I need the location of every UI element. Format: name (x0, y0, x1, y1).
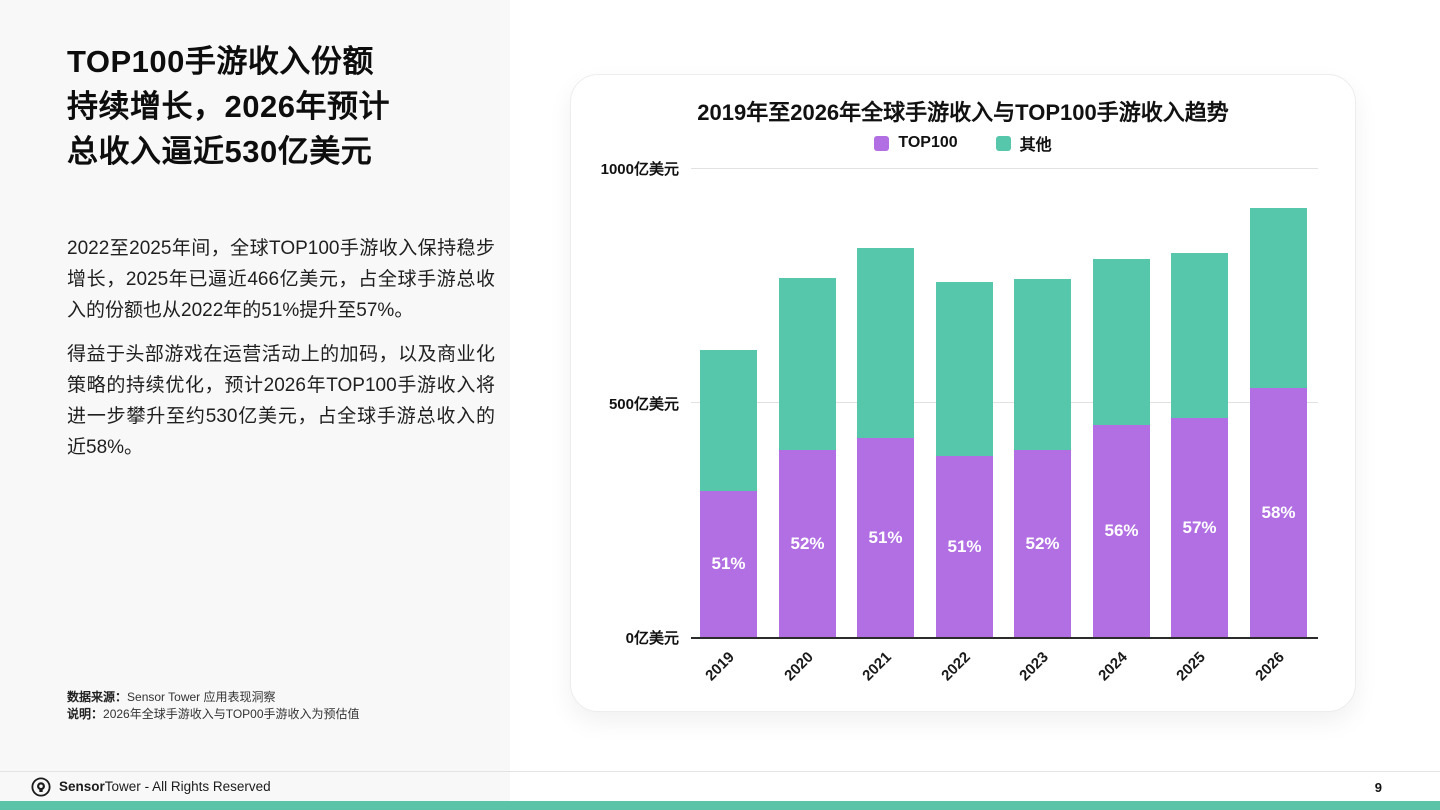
bar-segment-other (857, 248, 914, 438)
bar-segment-top100: 51% (857, 438, 914, 637)
brand-lockup: SensorTower - All Rights Reserved (30, 776, 271, 798)
x-axis-tick-label: 2020 (781, 648, 817, 685)
bar-segment-top100: 51% (700, 491, 757, 637)
stacked-bar-2025: 57% (1171, 253, 1228, 637)
rights-text: - All Rights Reserved (144, 779, 271, 794)
stacked-bar-2019: 51% (700, 350, 757, 637)
x-axis-line (691, 637, 1318, 639)
bar-segment-top100: 51% (936, 456, 993, 637)
legend-item-top100: TOP100 (874, 134, 958, 152)
bar-segment-top100: 52% (779, 450, 836, 637)
stacked-bar-2020: 52% (779, 278, 836, 637)
bar-segment-top100: 56% (1093, 425, 1150, 637)
page-title: TOP100手游收入份额 持续增长，2026年预计 总收入逼近530亿美元 (67, 40, 497, 175)
bar-share-label: 52% (790, 533, 825, 553)
x-axis-tick-label: 2024 (1095, 648, 1131, 685)
stacked-bar-2026: 58% (1250, 208, 1307, 637)
caption-note: 说明：2026年全球手游收入与TOP00手游收入为预估值 (67, 706, 487, 723)
legend-swatch-top100 (874, 135, 890, 151)
page-title-line: TOP100手游收入份额 (67, 44, 374, 79)
left-text-panel: TOP100手游收入份额 持续增长，2026年预计 总收入逼近530亿美元 20… (0, 0, 510, 801)
bar-segment-other (700, 350, 757, 491)
note-label: 数据来源： (67, 690, 128, 704)
x-axis-tick-label: 2019 (702, 648, 738, 685)
chart-legend: TOP100 其他 (571, 131, 1355, 155)
brand-regular: Tower (104, 779, 141, 794)
legend-label: TOP100 (898, 134, 958, 151)
y-gridline (691, 402, 1318, 403)
bar-segment-other (936, 282, 993, 456)
stacked-bar-2022: 51% (936, 282, 993, 637)
bar-share-label: 51% (947, 536, 982, 556)
y-axis-tick-label: 1000亿美元 (600, 161, 679, 178)
bar-share-label: 52% (1025, 533, 1060, 553)
source-notes: 数据来源：Sensor Tower 应用表现洞察 说明：2026年全球手游收入与… (67, 689, 487, 724)
bar-segment-other (779, 278, 836, 450)
stacked-bar-2023: 52% (1014, 279, 1071, 637)
page-title-line: 持续增长，2026年预计 (67, 88, 390, 124)
stacked-bar-2021: 51% (857, 248, 914, 637)
body-text: 2022至2025年间，全球TOP100手游收入保持稳步增长，2025年已逼近4… (67, 234, 495, 477)
bar-segment-top100: 57% (1171, 418, 1228, 637)
bar-share-label: 58% (1261, 502, 1296, 522)
bar-share-label: 51% (868, 527, 903, 547)
footer: SensorTower - All Rights Reserved 9 (0, 771, 1440, 801)
note-text: 2026年全球手游收入与TOP00手游收入为预估值 (103, 707, 360, 722)
accent-strip (0, 801, 1440, 810)
x-axis-tick-label: 2021 (859, 648, 895, 685)
legend-label: 其他 (1019, 137, 1052, 154)
legend-swatch-other (995, 135, 1011, 151)
bar-segment-other (1014, 279, 1071, 450)
y-axis-tick-label: 0亿美元 (625, 630, 679, 647)
bar-segment-other (1171, 253, 1228, 418)
note-label: 说明： (67, 707, 104, 722)
paragraph: 得益于头部游戏在运营活动上的加码，以及商业化策略的持续优化，预计2026年TOP… (67, 343, 495, 458)
bar-share-label: 51% (711, 554, 746, 573)
bar-segment-top100: 52% (1014, 450, 1071, 637)
brand-bold: Sensor (59, 779, 105, 794)
x-axis-tick-label: 2022 (938, 648, 974, 685)
bar-segment-other (1250, 208, 1307, 388)
sensortower-logo-icon (31, 776, 51, 797)
paragraph: 2022至2025年间，全球TOP100手游收入保持稳步增长，2025年已逼近4… (67, 238, 495, 321)
x-axis-tick-label: 2023 (1016, 648, 1052, 685)
page-number: 9 (1374, 780, 1382, 795)
y-gridline (691, 167, 1318, 169)
note-text: Sensor Tower 应用表现洞察 (127, 690, 276, 704)
data-source-note: 数据来源：Sensor Tower 应用表现洞察 (67, 689, 487, 706)
y-axis-tick-label: 500亿美元 (608, 395, 679, 413)
bar-segment-top100: 58% (1250, 388, 1307, 637)
chart-card: 2019年至2026年全球手游收入与TOP100手游收入趋势 TOP100 其他… (570, 74, 1356, 712)
stacked-bar-2024: 56% (1093, 259, 1150, 637)
x-axis-tick-label: 2025 (1173, 648, 1209, 685)
legend-item-other: 其他 (995, 131, 1052, 155)
bar-share-label: 57% (1182, 517, 1217, 537)
chart-title: 2019年至2026年全球手游收入与TOP100手游收入趋势 (697, 100, 1229, 125)
bar-share-label: 56% (1104, 521, 1139, 540)
chart-plot-area: 0亿美元 500亿美元 1000亿美元 51% 2019 52% 2020 51% 2021 51… (571, 75, 1357, 713)
x-axis-tick-label: 2026 (1252, 648, 1288, 685)
page-title-line: 总收入逼近530亿美元 (67, 133, 373, 169)
bar-segment-other (1093, 259, 1150, 425)
footer-brand-text: SensorTower - All Rights Reserved (59, 779, 271, 794)
